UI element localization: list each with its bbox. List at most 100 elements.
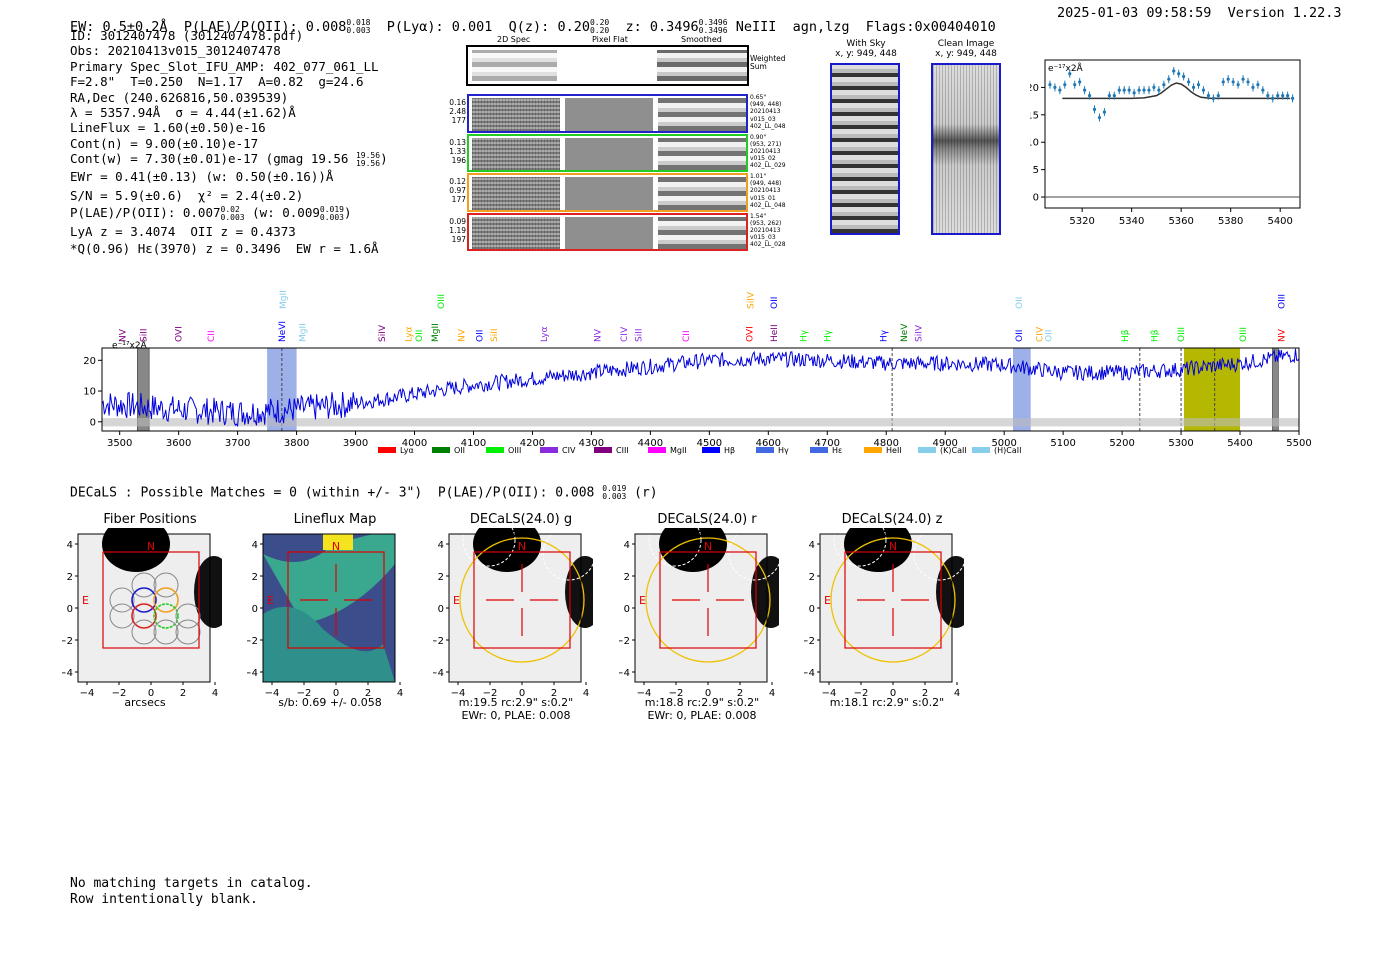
- decals-panel-svg: NE4−42−200−22−44: [247, 533, 403, 698]
- zoom-data-point: [1152, 85, 1156, 90]
- panel-x-tick-label: −2: [112, 688, 127, 698]
- full-x-tick-label: 3700: [225, 438, 250, 449]
- line-label: OII: [1015, 330, 1025, 342]
- panel-x-tick-label: −4: [265, 688, 280, 698]
- fiber-circle: [153, 603, 179, 629]
- zoom-data-point: [1271, 96, 1275, 100]
- panel-label-2: EWr: 0, PLAE: 0.008: [647, 709, 757, 722]
- weighted-sum-2d: [472, 50, 557, 81]
- north-label: N: [518, 540, 526, 553]
- zoom-data-point: [1281, 94, 1285, 98]
- legend-swatch: [540, 447, 558, 453]
- zoom-data-point: [1058, 88, 1062, 92]
- zoom-data-point: [1102, 110, 1107, 114]
- panel-x-tick-label: −2: [297, 688, 312, 698]
- panel-y-tick-label: −4: [62, 668, 73, 679]
- decals-summary-row: DECaLS : Possible Matches = 0 (within +/…: [70, 485, 658, 501]
- info-contw: Cont(w) = 7.30(±0.01)e-17 (gmag 19.56: [70, 151, 349, 167]
- panel-y-tick-label: 2: [809, 572, 815, 583]
- panel-y-tick-label: −4: [247, 668, 258, 679]
- fiber-circle: [153, 572, 179, 598]
- line-label: NV: [593, 328, 603, 342]
- legend-label: CIII: [616, 446, 629, 455]
- zoom-data-point: [1147, 88, 1151, 92]
- decals-summary: DECaLS : Possible Matches = 0 (within +/…: [70, 485, 595, 501]
- panel-x-tick-label: 4: [583, 688, 589, 698]
- panel-x-tick-label: 2: [551, 688, 557, 698]
- legend-swatch: [486, 447, 504, 453]
- line-label: NV: [1277, 328, 1287, 342]
- line-label: OII: [475, 330, 485, 342]
- panel-y-tick-label: −2: [619, 636, 630, 647]
- info-lineflux: LineFlux = 1.60(±0.50)e-16: [70, 120, 266, 136]
- zoom-data-point: [1172, 69, 1176, 73]
- full-x-tick-label: 4000: [402, 438, 427, 449]
- full-x-tick-label: 3900: [343, 438, 368, 449]
- full-x-tick-label: 4800: [874, 438, 899, 449]
- zoom-axes-frame: [1044, 59, 1301, 209]
- north-label: N: [147, 540, 155, 553]
- full-x-tick-label: 3500: [107, 438, 132, 449]
- aperture-circle: [830, 537, 956, 663]
- panel-x-tick-label: 4: [212, 688, 218, 698]
- legend-swatch: [918, 447, 936, 453]
- legend-swatch: [810, 447, 828, 453]
- zoom-data-point: [1092, 107, 1097, 111]
- cutout-left-value: 177: [451, 195, 466, 204]
- cutout-right-value: 20210413: [750, 108, 781, 116]
- zoom-x-tick-label: 5380: [1218, 216, 1243, 227]
- decals-summary-lo: 0.003: [602, 492, 627, 501]
- zoom-data-point: [1256, 83, 1260, 87]
- header-z: z: 0.3496: [625, 19, 699, 35]
- info-contn: Cont(n) = 9.00(±0.10)e-17: [70, 135, 259, 151]
- with-sky-label: With Sky: [846, 39, 886, 49]
- cutout-left-value: 177: [451, 116, 466, 125]
- cutout-flat-image: [565, 216, 653, 249]
- cutout-row-left-labels: 0.09 1.19 197: [446, 217, 466, 244]
- fiber-circle: [109, 603, 135, 629]
- decals-summary-hi: 0.019: [602, 484, 627, 493]
- weighted-sum-box: [466, 45, 749, 86]
- zoom-data-point: [1122, 88, 1126, 92]
- fiber-circle: [131, 619, 157, 645]
- line-label: Hγ: [823, 329, 833, 342]
- zoom-data-point: [1097, 115, 1102, 120]
- cutout-left-value: 2.48: [449, 107, 466, 116]
- zoom-data-point: [1182, 74, 1186, 79]
- fiber-circle: [153, 619, 179, 645]
- blue-band: [1013, 348, 1031, 431]
- panel-label: arcsecs: [124, 696, 166, 709]
- cutout-left-value: 0.97: [449, 186, 466, 195]
- cutout-right-value: (949, 448): [750, 180, 782, 188]
- zoom-y-tick-label: 10: [1030, 138, 1039, 149]
- info-radec: RA,Dec (240.626816,50.039539): [70, 89, 289, 105]
- zoom-data-point: [1236, 83, 1240, 87]
- olive-band: [1184, 348, 1241, 431]
- full-spectrum-chart: 0 10 20 3500 3600 3700 3800 3900 4000 4100 4200 430…: [83, 290, 1311, 455]
- cutout-2d-image: [472, 177, 560, 210]
- legend-swatch: [864, 447, 882, 453]
- clean-label: Clean Image: [937, 39, 995, 49]
- header-summary: EW: 0.5±0.2Å P(LAE)/P(OII): 0.0080.018 0.…: [70, 3, 996, 36]
- info-contw-row: Cont(w) = 7.30(±0.01)e-17 (gmag 19.56 19…: [70, 150, 388, 168]
- cutout-2d-image: [472, 216, 560, 249]
- legend-label: (H)CaII: [994, 446, 1021, 455]
- cutout-right-value: (953, 262): [750, 219, 782, 227]
- dashed-circle: [542, 528, 593, 581]
- fiber-circle: [109, 587, 135, 613]
- panel-x-tick-label: 4: [769, 688, 775, 698]
- dashed-circle: [648, 528, 702, 567]
- legend-swatch: [702, 447, 720, 453]
- zoom-data-point: [1073, 83, 1077, 87]
- line-label: OVI: [175, 326, 185, 342]
- panel-image-group: NE: [263, 534, 395, 682]
- info-lambda: λ = 5357.94Å σ = 4.44(±1.62)Å: [70, 105, 296, 121]
- zoom-data-point: [1191, 85, 1196, 90]
- zoom-data-point: [1201, 88, 1206, 92]
- zoom-data-point: [1083, 88, 1087, 92]
- info-plae-w-lo: 0.003: [319, 212, 344, 222]
- info-plae-w: (w: 0.009: [252, 205, 320, 221]
- cutout-right-value: (953, 271): [750, 140, 782, 148]
- header-plae-lo: 0.003: [346, 26, 371, 35]
- panel-y-tick-label: 0: [67, 604, 73, 615]
